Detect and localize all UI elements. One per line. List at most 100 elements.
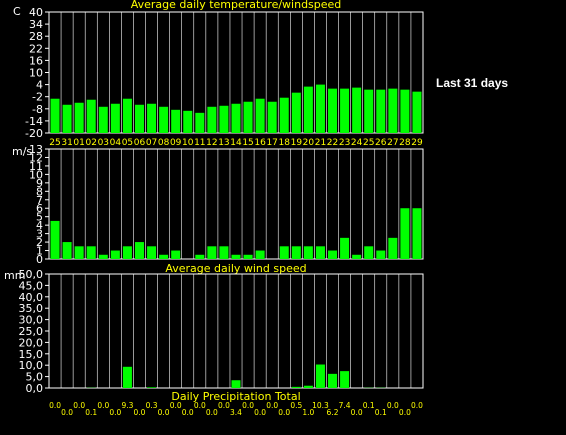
data-label: 0.0: [218, 401, 230, 410]
bar: [195, 254, 205, 259]
x-tick-label: 16: [254, 138, 266, 148]
bar: [86, 246, 96, 259]
data-label: 0.0: [242, 401, 254, 410]
y-tick-label: 30,0: [19, 314, 44, 327]
y-tick-label: -8: [32, 103, 43, 116]
y-tick-label: 12: [29, 151, 43, 164]
data-label: 0.0: [61, 408, 73, 417]
bar: [122, 246, 132, 259]
y-tick-label: 40,0: [19, 291, 44, 304]
y-tick-label: 50,0: [19, 268, 44, 281]
y-tick-label: 10,0: [19, 359, 44, 372]
plot-frame: [48, 273, 424, 389]
data-label: 0.0: [49, 401, 61, 410]
bar: [159, 106, 169, 133]
x-tick-label: 08: [158, 138, 170, 148]
x-tick-label: 19: [291, 138, 303, 148]
data-label: 0.0: [194, 401, 206, 410]
data-label: 0.0: [254, 408, 266, 417]
x-tick-label: 22: [327, 138, 338, 148]
x-tick-label: 01: [73, 138, 84, 148]
bar: [388, 88, 398, 133]
x-tick-label: 14: [230, 138, 242, 148]
x-tick-label: 23: [339, 138, 350, 148]
bar: [303, 385, 313, 388]
bar: [340, 237, 350, 259]
bar: [412, 208, 422, 259]
bar: [340, 88, 350, 133]
data-label: 0.0: [170, 401, 182, 410]
bar: [291, 92, 301, 133]
bar: [50, 220, 60, 259]
chart-panel-3: 50,045,040,035,030,025,020,015,010,05,00…: [4, 268, 424, 417]
y-tick-label: 10: [29, 67, 43, 80]
x-tick-label: 26: [375, 138, 387, 148]
data-label: 9.3: [121, 401, 133, 410]
bar: [376, 250, 386, 259]
chart-title: Daily Precipitation Total: [171, 390, 300, 403]
bar: [183, 110, 193, 133]
x-tick-label: 25: [363, 138, 374, 148]
bar: [50, 98, 60, 133]
x-tick-label: 21: [315, 138, 326, 148]
bar: [171, 109, 181, 133]
bar: [388, 237, 398, 259]
bar: [291, 386, 301, 388]
bar: [231, 254, 241, 259]
bar: [352, 87, 362, 133]
x-tick-label: 04: [110, 138, 122, 148]
y-tick-label: 11: [29, 160, 43, 173]
x-tick-label: 17: [266, 138, 277, 148]
y-tick-label: 9: [36, 177, 43, 190]
bar: [219, 246, 229, 259]
data-label: 0.0: [182, 408, 194, 417]
data-label: 0.1: [85, 408, 97, 417]
bar: [231, 380, 241, 388]
x-tick-label: 15: [242, 138, 253, 148]
bar: [147, 246, 157, 259]
data-label: 0.0: [387, 401, 399, 410]
bar: [86, 99, 96, 133]
y-tick-label: 1: [36, 245, 43, 258]
x-tick-label: 13: [218, 138, 229, 148]
bar: [340, 371, 350, 388]
x-tick-label: 09: [170, 138, 182, 148]
bar: [412, 91, 422, 133]
bar: [255, 98, 265, 133]
bar: [243, 254, 253, 259]
data-label: 10.3: [312, 401, 329, 410]
data-label: 0.0: [351, 408, 363, 417]
y-tick-label: 5: [36, 211, 43, 224]
bar: [328, 88, 338, 133]
bar: [62, 242, 72, 259]
bar: [110, 103, 120, 133]
bar: [279, 97, 289, 133]
chart-title: Average daily wind speed: [165, 262, 306, 275]
x-tick-label: 06: [134, 138, 146, 148]
bar: [74, 246, 84, 259]
y-tick-label: 7: [36, 194, 43, 207]
bar: [352, 254, 362, 259]
data-label: 7.4: [339, 401, 351, 410]
bar: [231, 103, 241, 133]
bar: [243, 101, 253, 133]
bar: [207, 106, 217, 133]
bar: [400, 208, 410, 259]
data-label: 0.1: [375, 408, 387, 417]
data-label: 0.0: [109, 408, 121, 417]
x-tick-label: 28: [399, 138, 411, 148]
bar: [315, 84, 325, 133]
x-tick-label: 29: [411, 138, 423, 148]
bar: [364, 246, 374, 259]
data-label: 0.5: [290, 401, 302, 410]
bar: [98, 254, 108, 259]
y-tick-label: 45,0: [19, 279, 44, 292]
y-tick-label: 25,0: [19, 325, 44, 338]
bar: [328, 373, 338, 388]
bar: [364, 89, 374, 133]
bar: [400, 89, 410, 133]
bar: [315, 246, 325, 259]
bar: [122, 98, 132, 133]
